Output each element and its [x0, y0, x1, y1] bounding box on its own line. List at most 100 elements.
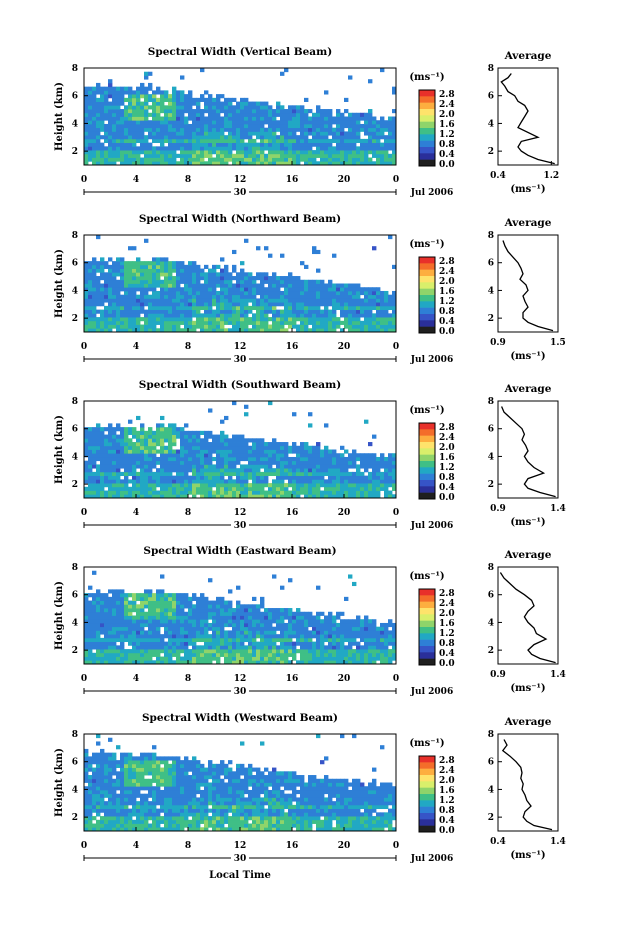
heatmap-cell: [204, 442, 209, 447]
heatmap-cell: [268, 619, 273, 624]
heatmap-cell: [312, 656, 317, 661]
heatmap-cell: [308, 328, 313, 333]
heatmap-cell: [164, 157, 169, 162]
heatmap-cell: [84, 494, 89, 499]
heatmap-cell: [128, 445, 133, 450]
heatmap-cell: [168, 593, 173, 598]
heatmap-cell: [144, 622, 149, 628]
heatmap-cell: [324, 313, 329, 318]
heatmap-cell: [220, 438, 225, 443]
heatmap-cell: [132, 656, 137, 661]
heatmap-cell: [136, 283, 141, 288]
heatmap-cell: [88, 434, 93, 439]
heatmap-cell: [336, 460, 341, 465]
heatmap-cell: [108, 257, 113, 262]
heatmap-cell: [260, 486, 265, 491]
heatmap-cell: [236, 287, 241, 292]
heatmap-cell: [276, 490, 281, 495]
heatmap-cell: [264, 656, 269, 661]
heatmap-cell: [168, 135, 173, 140]
heatmap-cell: [180, 309, 185, 314]
heatmap-cell: [120, 97, 125, 102]
avg-y-tick-label: 6: [488, 425, 494, 435]
heatmap-cell: [356, 116, 361, 121]
heatmap-cell: [284, 475, 289, 480]
heatmap-cell: [88, 157, 93, 162]
heatmap-cell: [132, 320, 137, 325]
heatmap-cell: [280, 309, 285, 314]
heatmap-cell: [324, 131, 329, 136]
x-tick-label: 0: [81, 342, 87, 352]
heatmap-cell: [160, 135, 165, 140]
heatmap-cell: [324, 652, 329, 657]
heatmap-cell: [284, 320, 289, 325]
heatmap-cell: [368, 127, 373, 132]
heatmap-cell: [224, 268, 229, 273]
heatmap-cell: [152, 279, 157, 284]
heatmap-cell: [148, 600, 153, 605]
heatmap-cell: [92, 161, 97, 166]
heatmap-cell: [204, 471, 209, 477]
heatmap-cell: [308, 637, 313, 643]
heatmap-cell: [320, 317, 325, 322]
heatmap-cell: [220, 596, 225, 601]
heatmap-cell: [196, 468, 201, 473]
heatmap-cell: [124, 615, 129, 620]
heatmap-cell: [292, 123, 297, 129]
heatmap-cell: [88, 305, 93, 311]
heatmap-cell: [280, 630, 285, 635]
heatmap-cell: [188, 305, 193, 311]
heatmap-cell: [252, 486, 257, 491]
heatmap-cell: [176, 283, 181, 288]
heatmap-cell: [176, 305, 181, 311]
heatmap-cell: [128, 641, 133, 646]
heatmap-cell: [308, 320, 313, 325]
heatmap-cell: [328, 660, 333, 665]
heatmap-cell: [392, 313, 397, 318]
heatmap-cell: [128, 86, 133, 91]
heatmap-cell: [388, 453, 393, 458]
colorbar-segment: [419, 153, 435, 160]
heatmap-cell: [280, 479, 285, 484]
heatmap-cell: [144, 324, 149, 329]
heatmap-cell: [140, 449, 145, 454]
heatmap-cell: [84, 600, 89, 605]
heatmap-cell: [276, 611, 281, 616]
heatmap-cell: [236, 649, 241, 654]
heatmap-cell: [108, 656, 113, 661]
heatmap-cell: [312, 150, 317, 155]
heatmap-cell: [256, 131, 261, 136]
heatmap-cell: [156, 120, 161, 125]
heatmap-cell: [360, 290, 365, 296]
heatmap-cell: [100, 630, 105, 635]
heatmap-cell: [332, 287, 337, 292]
heatmap-cell: [312, 309, 317, 314]
heatmap-cell: [312, 298, 317, 303]
heatmap-cell: [332, 116, 337, 121]
heatmap-cell: [256, 101, 261, 106]
heatmap-cell: [208, 641, 213, 646]
heatmap-cell: [196, 101, 201, 106]
heatmap-cell: [116, 442, 121, 447]
heatmap-cell: [232, 324, 237, 329]
heatmap-cell: [184, 486, 189, 491]
heatmap-cell: [148, 298, 153, 303]
heatmap-cell: [172, 90, 177, 95]
heatmap-cell: [260, 127, 265, 132]
heatmap-cell: [144, 279, 149, 284]
heatmap-cell: [184, 328, 189, 333]
heatmap-cell: [308, 309, 313, 314]
heatmap-cell: [144, 302, 149, 307]
heatmap-cell: [128, 464, 133, 469]
heatmap-cell: [380, 313, 385, 318]
heatmap-cell: [188, 109, 193, 114]
heatmap-cell: [228, 656, 233, 661]
heatmap-cell: [120, 596, 125, 601]
heatmap-cell: [136, 276, 141, 281]
heatmap-cell: [136, 494, 141, 499]
heatmap-cell: [224, 445, 229, 450]
heatmap-cell: [132, 317, 137, 322]
heatmap-cell: [144, 630, 149, 635]
heatmap-cell: [208, 634, 213, 639]
heatmap-cell: [224, 116, 229, 121]
